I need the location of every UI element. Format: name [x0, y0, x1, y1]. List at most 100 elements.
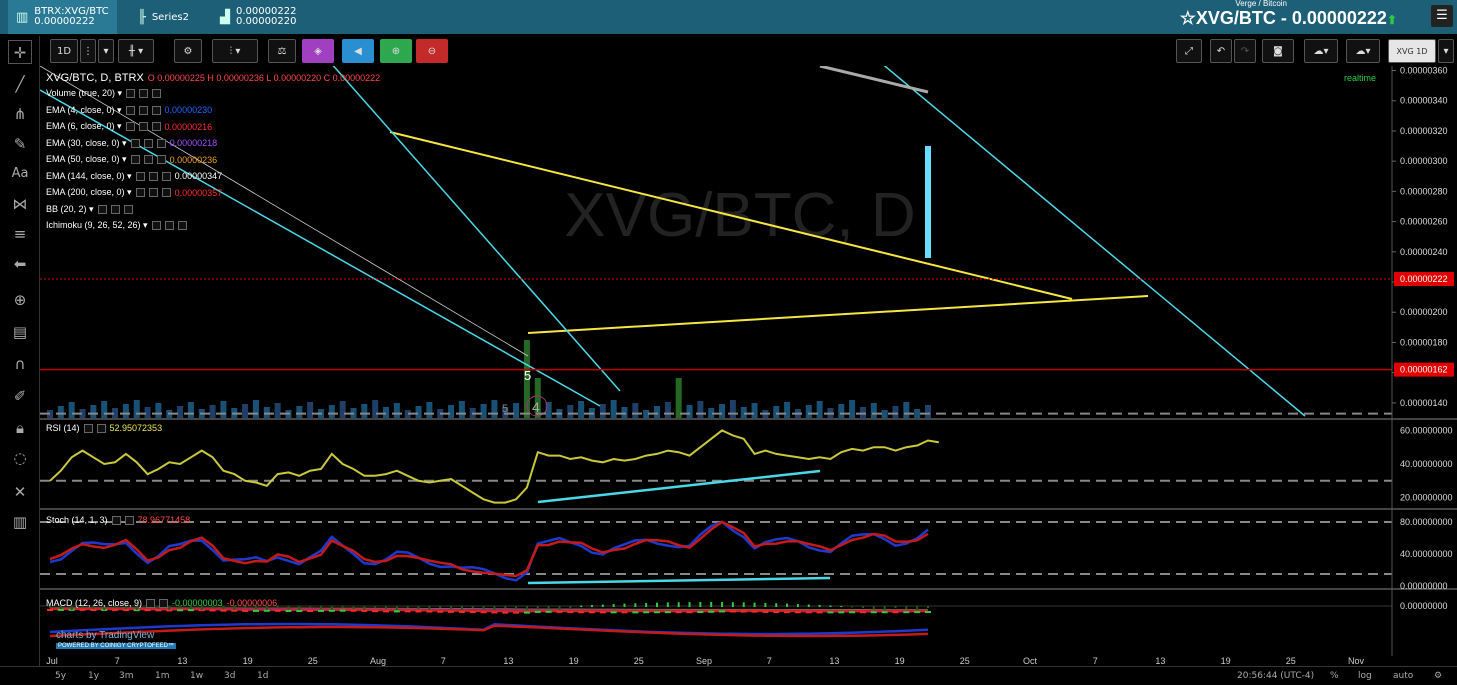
visibility-icon[interactable]	[143, 155, 153, 164]
trend-line-icon[interactable]: ╱	[15, 75, 25, 93]
macd-histogram-bar	[49, 606, 51, 608]
settings-icon[interactable]	[135, 188, 145, 197]
compare-symbol-button[interactable]: XVG 1D	[1388, 39, 1436, 63]
interval-more-icon[interactable]: ⋮	[80, 39, 96, 63]
range-1d[interactable]: 1d	[257, 671, 269, 681]
close-icon[interactable]	[156, 138, 166, 148]
percent-toggle[interactable]: %	[1330, 671, 1339, 681]
settings-icon[interactable]	[146, 598, 156, 608]
indicator-row[interactable]: EMA (144, close, 0) ▾ 0.00000347	[46, 171, 222, 182]
camera-icon[interactable]: ◙	[1262, 39, 1294, 63]
visibility-icon[interactable]	[138, 122, 148, 131]
tab-btrx-xvg-btc[interactable]: ▥ BTRX:XVG/BTC 0.00000222	[8, 0, 117, 34]
settings-icon[interactable]	[83, 423, 93, 433]
crosshair-tool-icon[interactable]: ✛	[8, 40, 32, 64]
magnet-icon[interactable]: ∩	[14, 355, 26, 373]
settings-icon[interactable]	[126, 89, 136, 98]
close-icon[interactable]	[151, 105, 161, 115]
chart-area[interactable]: XVG/BTC, D55 4 0.000003600.000003400.0000…	[40, 66, 1457, 666]
log-toggle[interactable]: log	[1358, 671, 1372, 681]
close-icon[interactable]	[151, 122, 161, 131]
macd-histogram-bar	[428, 606, 431, 610]
range-1m[interactable]: 1m	[155, 671, 170, 681]
visibility-icon[interactable]	[148, 171, 158, 181]
visibility-icon[interactable]	[138, 105, 148, 115]
close-icon[interactable]	[177, 221, 187, 230]
pattern-icon[interactable]: ⋈	[12, 195, 28, 213]
visibility-icon[interactable]	[139, 89, 149, 98]
macd-histogram-bar	[927, 606, 929, 608]
macd-histogram-bar	[114, 606, 117, 608]
settings-icon[interactable]	[130, 155, 140, 164]
range-1y[interactable]: 1y	[88, 671, 100, 681]
close-icon[interactable]	[159, 598, 169, 608]
indicator-row[interactable]: EMA (4, close, 0) ▾ 0.00000230	[46, 105, 212, 116]
settings-icon[interactable]	[125, 122, 135, 131]
settings-icon[interactable]	[151, 221, 161, 230]
stay-drawing-icon[interactable]: ✐	[13, 387, 27, 405]
sell-arrow-icon[interactable]: ⊖	[416, 39, 448, 63]
eye-icon[interactable]: ◌	[13, 449, 27, 467]
lock-icon[interactable]: 🔒︎	[16, 419, 24, 437]
measure-icon[interactable]: ▤	[12, 323, 28, 341]
chevron-down-icon[interactable]: ▾	[98, 39, 114, 63]
indicator-row[interactable]: EMA (6, close, 0) ▾ 0.00000216	[46, 121, 212, 132]
menu-icon[interactable]: ☰	[1431, 5, 1453, 27]
settings-icon[interactable]	[97, 204, 107, 214]
settings-icon[interactable]	[125, 105, 135, 115]
indicator-row[interactable]: EMA (200, close, 0) ▾ 0.00000357	[46, 187, 222, 198]
candle	[773, 611, 780, 614]
arrow-left-icon[interactable]: ⬅	[13, 255, 27, 273]
range-3d[interactable]: 3d	[224, 671, 236, 681]
cube-icon[interactable]: ◈	[302, 39, 334, 63]
megaphone-icon[interactable]: ◀	[342, 39, 374, 63]
indicator-row[interactable]: EMA (30, close, 0) ▾ 0.00000218	[46, 138, 217, 149]
tools-icon[interactable]: ✕	[13, 483, 27, 501]
indicator-row[interactable]: Ichimoku (9, 26, 52, 26) ▾	[46, 220, 191, 231]
visibility-icon[interactable]	[143, 138, 153, 148]
settings-icon[interactable]	[130, 138, 140, 148]
settings-icon[interactable]	[111, 515, 121, 525]
text-tool-icon[interactable]: Aa	[11, 166, 29, 181]
compare-icon[interactable]: ⚖	[268, 39, 296, 63]
close-icon[interactable]	[161, 188, 171, 197]
cloud-upload-icon[interactable]: ☁▾	[1346, 39, 1380, 63]
fib-icon[interactable]: ≡	[13, 225, 27, 243]
trash-icon[interactable]: ▥	[12, 513, 28, 531]
visibility-icon[interactable]	[148, 188, 158, 197]
indicator-row[interactable]: BB (20, 2) ▾	[46, 204, 137, 215]
brush-icon[interactable]: ✎	[13, 135, 27, 153]
undo-icon[interactable]: ↶	[1210, 39, 1232, 63]
fullscreen-icon[interactable]: ⤢	[1176, 39, 1202, 63]
pitchfork-icon[interactable]: ⋔	[13, 105, 27, 123]
tab-series2[interactable]: ╟ Series2	[130, 0, 197, 34]
close-icon[interactable]	[96, 423, 106, 433]
close-icon[interactable]	[124, 515, 134, 525]
close-icon[interactable]	[123, 204, 133, 214]
range-5y[interactable]: 5y	[55, 671, 67, 681]
visibility-icon[interactable]	[110, 204, 120, 214]
chevron-down-icon[interactable]: ▾	[1438, 39, 1454, 63]
close-icon[interactable]	[152, 89, 162, 98]
range-1w[interactable]: 1w	[190, 671, 204, 681]
visibility-icon[interactable]	[164, 221, 174, 230]
interval-button[interactable]: 1D	[50, 39, 78, 63]
star-icon[interactable]: ☆	[1179, 8, 1196, 28]
gear-icon[interactable]: ⚙	[174, 39, 202, 63]
gear-icon[interactable]: ⚙	[1434, 671, 1443, 681]
close-icon[interactable]	[156, 155, 166, 164]
close-icon[interactable]	[161, 171, 171, 181]
cloud-download-icon[interactable]: ☁▾	[1304, 39, 1338, 63]
indicator-row[interactable]: Volume (true, 20) ▾	[46, 88, 165, 99]
zoom-icon[interactable]: ⊕	[13, 291, 27, 309]
range-3m[interactable]: 3m	[119, 671, 134, 681]
tab-price[interactable]: ▟ 0.00000222 0.00000220	[212, 0, 304, 34]
indicator-row[interactable]: EMA (50, close, 0) ▾ 0.00000236	[46, 154, 217, 165]
redo-icon[interactable]: ↷	[1234, 39, 1256, 63]
volume-bar	[599, 404, 606, 418]
indicators-icon[interactable]: ⫶ ▾	[212, 39, 258, 63]
settings-icon[interactable]	[135, 171, 145, 181]
buy-arrow-icon[interactable]: ⊕	[380, 39, 412, 63]
candle-style-icon[interactable]: ╫ ▾	[118, 39, 154, 63]
auto-toggle[interactable]: auto	[1393, 671, 1414, 681]
